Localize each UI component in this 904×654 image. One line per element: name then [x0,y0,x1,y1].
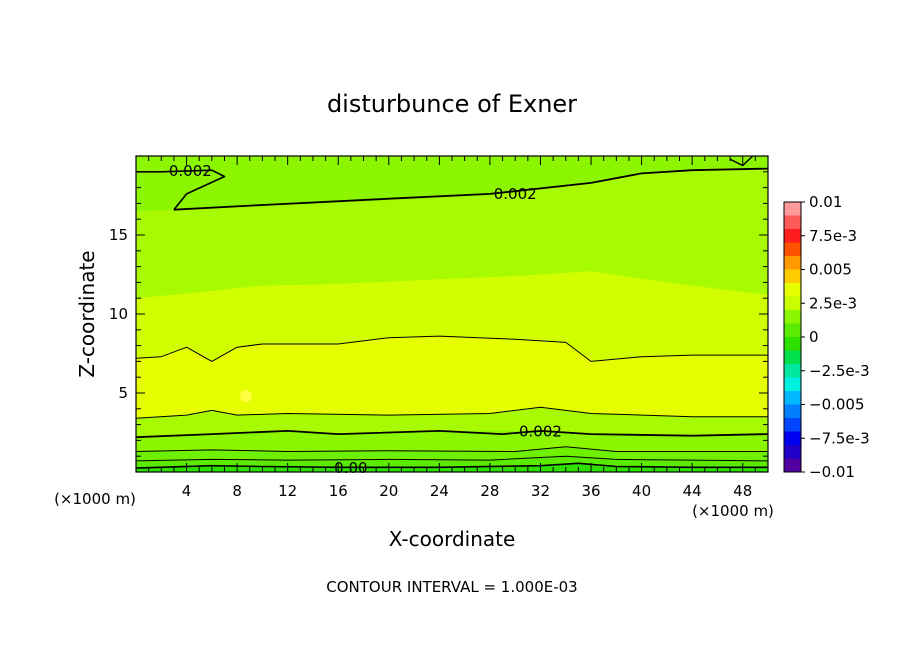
colorbar-segment [784,350,801,365]
colorbar: 0.01 7.5e-3 0.005 2.5e-3 0 −2.5e-3 −0.005 −7.5e… [783,193,870,481]
colorbar-segment [784,364,801,378]
x-unit-left: (×1000 m) [54,490,136,508]
x-tick-label: 20 [379,482,398,500]
colorbar-label: −0.005 [809,396,865,414]
colorbar-segment [784,337,801,351]
colorbar-segment [784,269,801,284]
contour-fill [136,156,768,472]
colorbar-segment [784,418,801,432]
x-tick-label: 36 [581,482,600,500]
x-axis-ticks: 4 8 12 16 20 24 28 32 36 40 44 48 [148,156,756,500]
y-tick-label: 5 [118,384,128,402]
colorbar-label: 0.005 [809,261,852,279]
contour-line [136,335,768,362]
contour-line [173,167,768,211]
contour-interval-note: CONTOUR INTERVAL = 1.000E-03 [326,578,577,596]
colorbar-segment [784,445,801,459]
colorbar-segment [784,323,801,338]
colorbar-label: 0 [809,328,819,346]
colorbar-segment [784,242,801,257]
x-tick-label: 28 [480,482,499,500]
colorbar-segment [784,431,801,446]
x-tick-label: 8 [232,482,242,500]
colorbar-segment [784,458,801,473]
contour-label: 0.002 [494,185,537,203]
contour-line [136,169,226,211]
contour-line [136,429,768,439]
colorbar-label: 7.5e-3 [809,227,857,245]
y-axis-label: Z-coordinate [75,250,99,377]
colorbar-label: −7.5e-3 [809,429,870,447]
x-tick-label: 48 [733,482,752,500]
y-tick-label: 10 [109,305,128,323]
x-axis-label: X-coordinate [389,527,516,551]
contour-label: 0.002 [519,423,562,441]
contour-line [729,156,754,167]
x-tick-label: 16 [329,482,348,500]
x-tick-label: 24 [430,482,449,500]
colorbar-segment [784,377,801,392]
x-unit-right: (×1000 m) [692,502,774,520]
y-axis-ticks: 5 10 15 [109,171,768,457]
colorbar-label: 0.01 [809,193,842,211]
x-tick-label: 32 [531,482,550,500]
colorbar-segment [784,391,801,405]
colorbar-segment [784,296,801,311]
colorbar-segment [784,283,801,297]
x-tick-label: 40 [632,482,651,500]
colorbar-segment [784,215,801,230]
colorbar-label: 2.5e-3 [809,294,857,312]
colorbar-segment [784,310,801,324]
colorbar-label: −0.01 [809,463,855,481]
x-tick-label: 12 [278,482,297,500]
contour-label: 0.002 [169,162,212,180]
colorbar-segment [784,404,801,419]
contour-line [136,406,768,419]
chart-title: disturbunce of Exner [327,90,577,118]
max-marker [239,390,252,403]
colorbar-segment [784,202,801,216]
contour-line [136,446,768,452]
y-tick-label: 15 [109,226,128,244]
x-tick-label: 44 [683,482,702,500]
colorbar-label: −2.5e-3 [809,362,870,380]
contour-line [136,455,768,462]
colorbar-segment [784,256,801,270]
x-tick-label: 4 [182,482,192,500]
colorbar-segment [784,229,801,243]
